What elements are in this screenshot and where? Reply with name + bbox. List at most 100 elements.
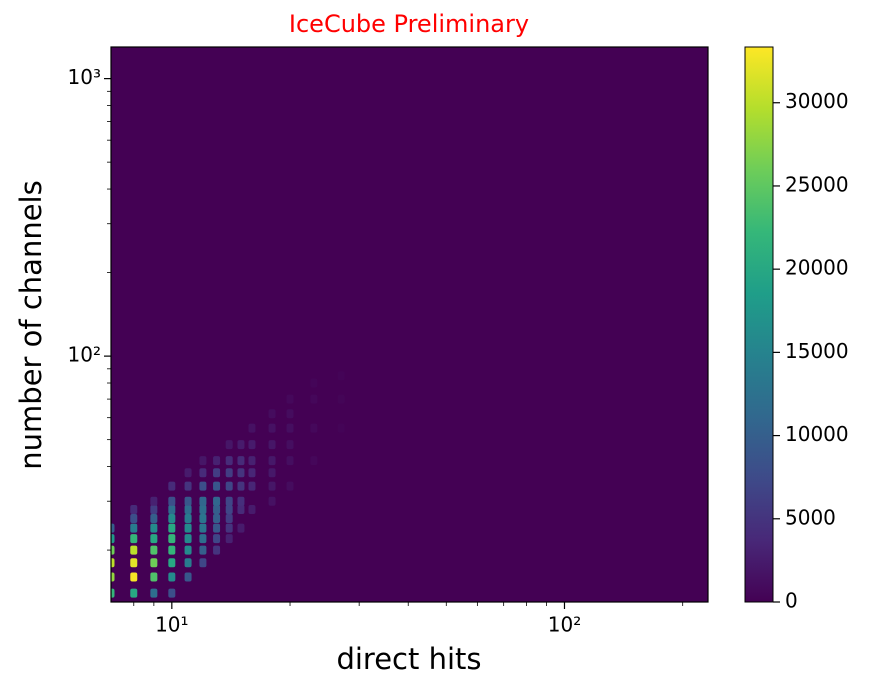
x-axis-label: direct hits — [336, 642, 481, 676]
heatmap-cell — [184, 481, 192, 491]
colorbar — [744, 46, 774, 603]
heatmap-cell — [268, 496, 276, 506]
colorbar-tick-label: 10000 — [785, 422, 849, 446]
heatmap-cell — [111, 558, 115, 568]
heatmap-cell — [150, 505, 158, 515]
heatmap-cell — [286, 409, 294, 419]
heatmap-cell — [213, 468, 221, 478]
heatmap-cell — [130, 588, 138, 598]
heatmap-cell — [237, 468, 245, 478]
heatmap-cell — [130, 534, 138, 544]
colorbar-tick-label: 30000 — [785, 89, 849, 113]
heatmap-cell — [130, 572, 138, 582]
heatmap-cell — [237, 456, 245, 466]
heatmap-cell — [286, 481, 294, 491]
heatmap-cell — [168, 558, 176, 568]
heatmap-cell — [199, 496, 207, 506]
heatmap-cell — [199, 505, 207, 515]
heatmap-cell — [225, 534, 233, 544]
chart-title: IceCube Preliminary — [289, 10, 529, 38]
heatmap-cell — [268, 423, 276, 433]
heatmap-cell — [130, 523, 138, 533]
heatmap-cell — [130, 558, 138, 568]
heatmap-cell — [111, 534, 115, 544]
heatmap-cell — [248, 440, 256, 450]
heatmap-cell — [337, 394, 345, 404]
heatmap-cell — [184, 505, 192, 515]
colorbar-tick-label: 20000 — [785, 256, 849, 280]
heatmap-cell — [225, 456, 233, 466]
heatmap-cell — [168, 545, 176, 555]
heatmap-cell — [248, 468, 256, 478]
heatmap-cell — [310, 423, 318, 433]
heatmap-cell — [184, 513, 192, 523]
heatmap-cell — [150, 588, 158, 598]
heatmap-cell — [213, 545, 221, 555]
heatmap-cell — [213, 505, 221, 515]
heatmap-cell — [150, 572, 158, 582]
heatmap-cell — [168, 572, 176, 582]
heatmap-cell — [184, 572, 192, 582]
heatmap-cell — [337, 371, 345, 381]
heatmap-cell — [184, 534, 192, 544]
heatmap-cell — [268, 409, 276, 419]
heatmap-cell — [248, 423, 256, 433]
heatmap-cell — [150, 558, 158, 568]
plot-frame — [110, 46, 709, 603]
heatmap-cell — [184, 558, 192, 568]
heatmap-cell — [225, 505, 233, 515]
heatmap-cell — [168, 481, 176, 491]
heatmap-cell — [168, 505, 176, 515]
heatmap-cell — [237, 440, 245, 450]
x-tick-label: 10¹ — [155, 613, 188, 637]
heatmap-cell — [168, 496, 176, 506]
heatmap-cell — [111, 545, 115, 555]
heatmap-cell — [111, 523, 115, 533]
heatmap-cell — [213, 513, 221, 523]
heatmap-cell — [111, 588, 115, 598]
heatmap-cell — [286, 394, 294, 404]
heatmap-cell — [199, 534, 207, 544]
heatmap-cell — [130, 545, 138, 555]
heatmap-cell — [310, 378, 318, 388]
heatmap-cell — [199, 468, 207, 478]
colorbar-tick-label: 15000 — [785, 339, 849, 363]
heatmap-cell — [213, 534, 221, 544]
heatmap-cell — [184, 496, 192, 506]
heatmap-cell — [213, 523, 221, 533]
heatmap-cell — [268, 481, 276, 491]
heatmap-cell — [199, 513, 207, 523]
heatmap-cell — [130, 505, 138, 515]
heatmap-cell — [111, 572, 115, 582]
heatmap-cell — [225, 440, 233, 450]
heatmap-cell — [150, 545, 158, 555]
heatmap-cell — [130, 513, 138, 523]
heatmap-cell — [150, 513, 158, 523]
y-tick-label: 10² — [68, 343, 101, 367]
heatmap-cell — [150, 496, 158, 506]
y-tick-label: 10³ — [68, 65, 101, 89]
heatmap-cell — [213, 481, 221, 491]
heatmap-cell — [237, 496, 245, 506]
heatmap-cell — [310, 456, 318, 466]
heatmap-cell — [286, 440, 294, 450]
heatmap-cell — [168, 534, 176, 544]
heatmap-cell — [286, 456, 294, 466]
x-tick-label: 10² — [548, 613, 581, 637]
heatmap-cell — [268, 440, 276, 450]
heatmap-cell — [199, 558, 207, 568]
heatmap-cell — [184, 523, 192, 533]
colorbar-tick-label: 0 — [785, 589, 798, 613]
heatmap-cell — [225, 513, 233, 523]
heatmap-cell — [237, 523, 245, 533]
heatmap-cell — [248, 456, 256, 466]
heatmap-cell — [199, 523, 207, 533]
heatmap-cell — [248, 505, 256, 515]
heatmap-cell — [168, 513, 176, 523]
heatmap-cell — [268, 456, 276, 466]
cells — [111, 371, 345, 598]
heatmap-cell — [225, 523, 233, 533]
heatmap-cell — [150, 523, 158, 533]
heatmap-cell — [286, 423, 294, 433]
heatmap-cell — [184, 545, 192, 555]
